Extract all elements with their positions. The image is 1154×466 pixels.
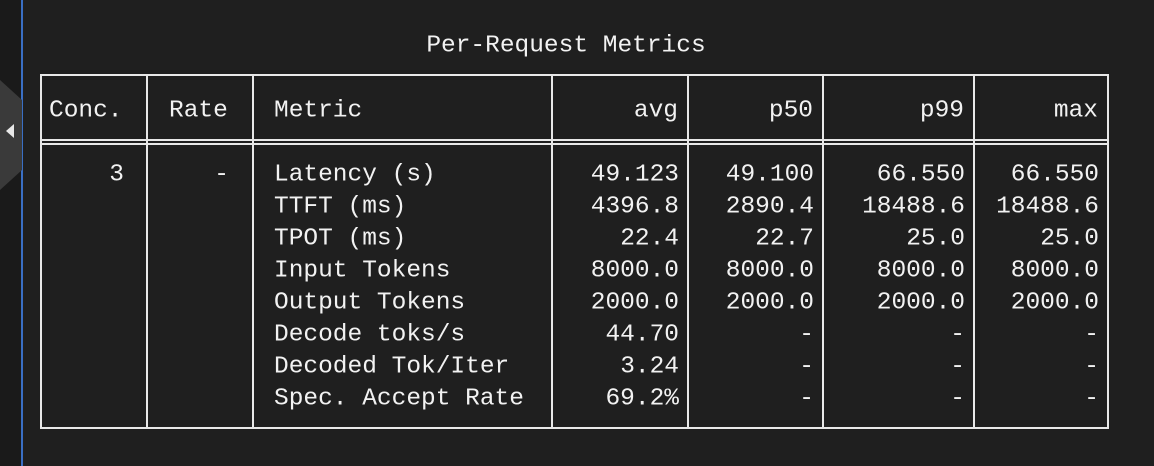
- metric-value: -: [799, 353, 814, 380]
- column-header: p50: [769, 97, 813, 124]
- metric-name: TPOT (ms): [274, 225, 406, 252]
- metric-value: 2000.0: [877, 289, 965, 316]
- metric-value: 18488.6: [996, 193, 1099, 220]
- metric-value: 22.7: [755, 225, 814, 252]
- metric-value: 49.123: [591, 161, 679, 188]
- metric-name: Input Tokens: [274, 257, 450, 284]
- metric-value: 66.550: [1011, 161, 1099, 188]
- metric-value: 8000.0: [726, 257, 814, 284]
- metric-value: 8000.0: [877, 257, 965, 284]
- column-header: Conc.: [49, 97, 123, 124]
- metric-value: 8000.0: [591, 257, 679, 284]
- conc-value: 3: [109, 161, 124, 188]
- metric-value: 2890.4: [726, 193, 814, 220]
- table-border: [40, 74, 1109, 429]
- metric-value: 44.70: [605, 321, 679, 348]
- metric-value: 2000.0: [591, 289, 679, 316]
- metric-value: 66.550: [877, 161, 965, 188]
- metric-value: -: [1084, 353, 1099, 380]
- collapse-arrow[interactable]: [6, 124, 14, 138]
- rate-value: -: [214, 161, 229, 188]
- column-header: Rate: [169, 97, 228, 124]
- metric-value: -: [799, 321, 814, 348]
- table-title: Per-Request Metrics: [426, 32, 705, 59]
- metric-value: 49.100: [726, 161, 814, 188]
- metric-name: Latency (s): [274, 161, 436, 188]
- metric-name: Spec. Accept Rate: [274, 385, 524, 412]
- metric-value: 22.4: [620, 225, 679, 252]
- metric-value: -: [950, 385, 965, 412]
- column-header: max: [1054, 97, 1098, 124]
- metric-value: 2000.0: [726, 289, 814, 316]
- metric-value: 18488.6: [862, 193, 965, 220]
- metric-name: Decode toks/s: [274, 321, 465, 348]
- metric-value: 8000.0: [1011, 257, 1099, 284]
- metric-value: -: [799, 385, 814, 412]
- metric-name: Output Tokens: [274, 289, 465, 316]
- metric-name: Decoded Tok/Iter: [274, 353, 509, 380]
- column-header: Metric: [274, 97, 362, 124]
- side-strip: [0, 0, 22, 466]
- metric-value: 2000.0: [1011, 289, 1099, 316]
- column-header: avg: [634, 97, 678, 124]
- column-header: p99: [920, 97, 964, 124]
- metric-value: -: [950, 353, 965, 380]
- metric-value: 25.0: [1040, 225, 1099, 252]
- metric-name: TTFT (ms): [274, 193, 406, 220]
- metric-value: 3.24: [620, 353, 679, 380]
- metric-value: -: [1084, 385, 1099, 412]
- metric-value: 69.2%: [605, 385, 679, 412]
- metric-value: -: [950, 321, 965, 348]
- metric-value: 25.0: [906, 225, 965, 252]
- metric-value: -: [1084, 321, 1099, 348]
- metric-value: 4396.8: [591, 193, 679, 220]
